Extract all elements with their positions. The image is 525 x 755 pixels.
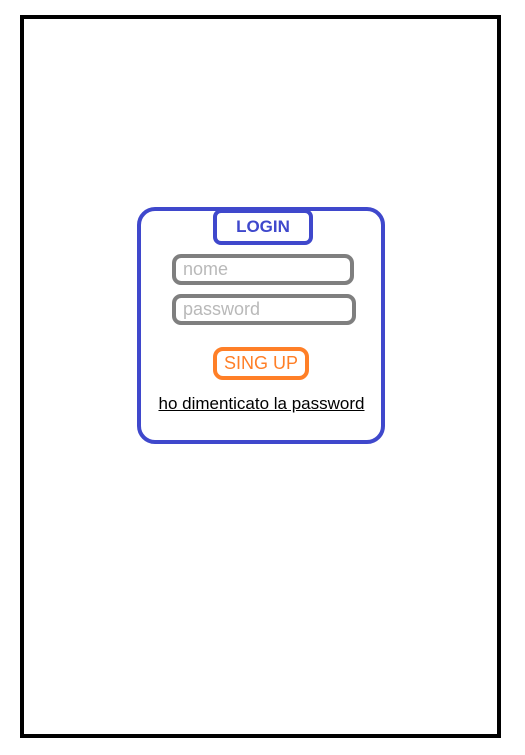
forgot-password-link[interactable]: ho dimenticato la password: [158, 394, 365, 413]
login-title: LOGIN: [213, 209, 313, 245]
app-frame: LOGIN SING UP ho dimenticato la password: [20, 15, 501, 738]
login-card: LOGIN SING UP ho dimenticato la password: [137, 207, 385, 444]
password-input[interactable]: [172, 294, 356, 325]
name-input[interactable]: [172, 254, 354, 285]
signup-button[interactable]: SING UP: [213, 347, 309, 380]
